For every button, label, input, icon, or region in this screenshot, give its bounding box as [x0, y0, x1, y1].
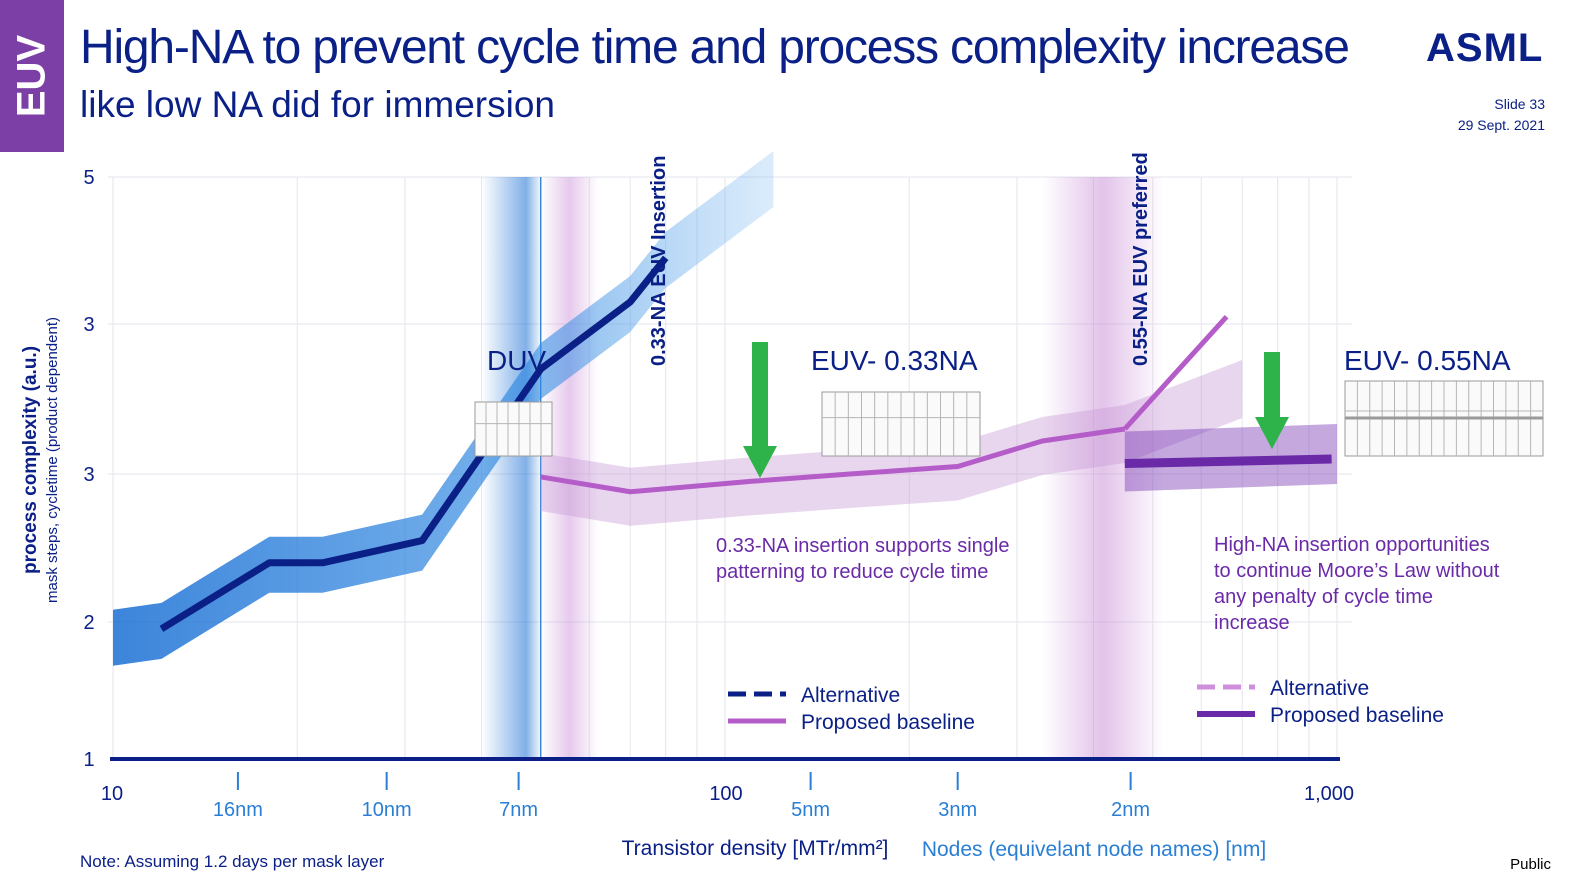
series-line-4	[1124, 454, 1332, 468]
node-label: 16nm	[213, 799, 263, 821]
scanner-illustrations	[474, 380, 1544, 457]
reduction-arrows	[743, 342, 1289, 478]
euv-055-strip	[1042, 177, 1164, 759]
marker-euv-055-preferred: 0.55-NA EUV preferred	[1130, 152, 1152, 366]
footnote: Note: Assuming 1.2 days per mask layer	[80, 852, 385, 871]
legend-label: Proposed baseline	[1270, 704, 1444, 727]
slide-date: 29 Sept. 2021	[1457, 117, 1545, 133]
legend-label: Alternative	[1270, 677, 1369, 700]
reduction-arrow-033	[743, 342, 777, 478]
x-tick-label: 100	[709, 783, 742, 805]
x-axis-title: Transistor density [MTr/mm²]	[622, 837, 889, 860]
reduction-arrow-055-shaft	[1264, 352, 1280, 419]
region-label-euv-033: EUV- 0.33NA	[811, 345, 978, 376]
reduction-arrow-033-shaft	[752, 342, 768, 448]
region-label-euv-055: EUV- 0.55NA	[1344, 345, 1511, 376]
y-tick-label: 3	[83, 464, 94, 486]
slide-subtitle: like low NA did for immersion	[80, 84, 555, 125]
legend-label: Proposed baseline	[801, 711, 975, 734]
chart-legend: Alternative Proposed baseline Alternative P…	[728, 677, 1444, 734]
reduction-arrow-033-head	[743, 446, 777, 478]
annotation-euv-033-line: 0.33-NA insertion supports single	[716, 535, 1010, 557]
marker-euv-033-insertion: 0.33-NA EUV Insertion	[648, 156, 670, 366]
slide-number: Slide 33	[1494, 96, 1545, 112]
insertion-strips	[481, 177, 1164, 759]
y-tick-label: 1	[83, 749, 94, 771]
duv-complexity-band	[113, 151, 774, 666]
node-label: 7nm	[499, 799, 538, 821]
series-line-3	[1122, 314, 1229, 431]
node-label: 10nm	[362, 799, 412, 821]
y-axis-title: process complexity (a.u.)	[20, 346, 41, 574]
y-tick-label: 2	[83, 612, 94, 634]
legend-label: Alternative	[801, 684, 900, 707]
y-tick-label: 3	[83, 314, 94, 336]
x-tick-label: 10	[101, 783, 123, 805]
duv-scanner-icon-frame	[474, 401, 553, 457]
asml-logo: ASML	[1426, 26, 1544, 70]
y-tick-label: 5	[83, 167, 94, 189]
node-label: 5nm	[791, 799, 830, 821]
annotation-euv-055-line: increase	[1214, 612, 1290, 634]
y-axis-subtitle: mask steps, cycletime (product dependent…	[44, 317, 61, 603]
annotation-euv-055: High-NA insertion opportunities to contin…	[1214, 534, 1500, 634]
section-tab: EUV	[0, 0, 64, 152]
series-lines	[159, 255, 1332, 632]
reduction-arrow-055-head	[1255, 417, 1289, 449]
classification-label: Public	[1510, 856, 1551, 873]
node-label: 3nm	[938, 799, 977, 821]
annotation-euv-055-line: any penalty of cycle time	[1214, 586, 1433, 608]
region-label-duv: DUV	[487, 345, 546, 376]
duv-scanner-icon	[474, 401, 553, 457]
annotation-euv-055-line: to continue Moore’s Law without	[1214, 560, 1500, 582]
euv-033-scanner-icon	[821, 391, 981, 457]
reduction-arrow-055	[1255, 352, 1289, 449]
series-line-2	[540, 426, 1126, 495]
x-tick-label: 1,000	[1304, 783, 1354, 805]
chart-axes: 1 2 3 3 5 10 100 1,000 16nm 10nm 7nm 5nm 3nm 2nm Trans…	[20, 167, 1354, 861]
node-label: 2nm	[1111, 799, 1150, 821]
annotation-euv-033-line: patterning to reduce cycle time	[716, 561, 988, 583]
annotation-euv-033: 0.33-NA insertion supports single pattern…	[716, 535, 1010, 583]
slide-title: High-NA to prevent cycle time and proces…	[80, 21, 1350, 74]
chart-text: DUV EUV- 0.33NA EUV- 0.55NA 0.33-NA EUV Ins…	[487, 152, 1511, 634]
series-line-1	[159, 255, 669, 632]
annotation-euv-055-line: High-NA insertion opportunities	[1214, 534, 1490, 556]
node-axis-title: Nodes (equivelant node names) [nm]	[922, 838, 1266, 861]
euv-033-purple-strip	[540, 177, 598, 759]
